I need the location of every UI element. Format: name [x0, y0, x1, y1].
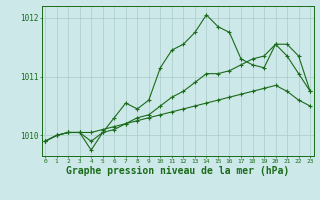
X-axis label: Graphe pression niveau de la mer (hPa): Graphe pression niveau de la mer (hPa) — [66, 166, 289, 176]
